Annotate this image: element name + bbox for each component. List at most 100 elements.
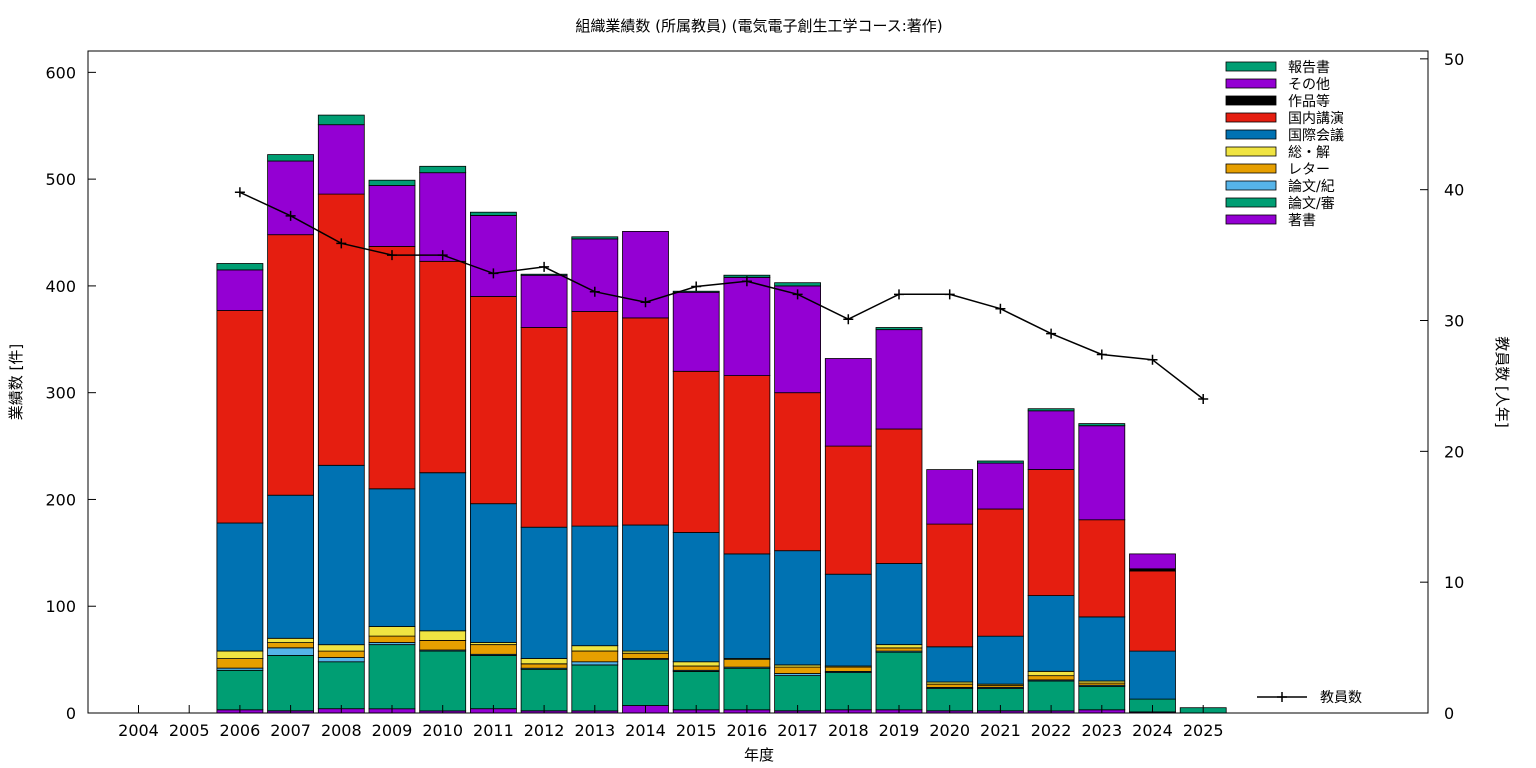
bar-segment-2012-s8 <box>520 274 568 328</box>
bar-segment-2018-s6 <box>824 445 872 575</box>
line-point-2019 <box>894 289 904 300</box>
bar-segment-2011-s1 <box>469 654 517 710</box>
x-axis: 2004 2005 2006 2007 2008 2009 2010 2011 2012 2013… <box>118 705 1224 740</box>
line-point-2023 <box>1096 349 1107 360</box>
line-point-2012 <box>539 261 550 272</box>
x-tick-label: 2005 <box>169 721 210 740</box>
bar-segment-2015-s8 <box>672 291 720 372</box>
bar-segment-2017-s4 <box>774 664 821 668</box>
line-point-2007 <box>285 210 296 221</box>
bar-segment-2021-s8 <box>977 462 1024 510</box>
bar-segment-2022-s8 <box>1027 410 1075 470</box>
bar-segment-2023-s5 <box>1078 616 1126 682</box>
bar-segment-2009-s9 <box>368 179 416 186</box>
bar-segment-2010-s9 <box>419 165 467 174</box>
bar-segment-2008-s3 <box>317 650 365 658</box>
line-point-2013 <box>589 286 600 297</box>
y2-tick-label: 40 <box>1444 181 1464 200</box>
bar-segment-2024-s8 <box>1129 553 1176 570</box>
bar-segment-2006-s5 <box>216 522 264 652</box>
bar-segment-2013-s9 <box>571 236 619 240</box>
legend-label: 報告書 <box>1288 60 1330 76</box>
bar-segment-2019-s5 <box>875 563 923 645</box>
legend-label: その他 <box>1288 77 1330 93</box>
legend-swatch <box>1225 129 1277 140</box>
bar-segment-2019-s1 <box>875 651 923 711</box>
bar-segment-2023-s8 <box>1078 425 1126 521</box>
bar-segment-2010-s5 <box>419 472 467 632</box>
y-tick-label: 200 <box>45 490 76 509</box>
bar-segment-2008-s5 <box>317 464 365 646</box>
x-tick-label: 2014 <box>625 721 666 740</box>
bar-segment-2010-s6 <box>419 260 467 474</box>
bar-segment-2009-s4 <box>368 626 416 637</box>
legend-swatch <box>1225 61 1277 72</box>
bar-segment-2016-s3 <box>723 659 771 668</box>
bar-segment-2012-s9 <box>520 273 568 276</box>
x-tick-label: 2022 <box>1031 721 1072 740</box>
bar-segment-2015-s3 <box>672 665 720 671</box>
legend-swatch <box>1225 180 1277 191</box>
y-tick-label: 100 <box>45 597 76 616</box>
bar-segment-2006-s1 <box>216 669 264 711</box>
y2-axis: 0 10 20 30 40 50 <box>1420 50 1464 723</box>
bar-segment-2006-s4 <box>216 650 264 659</box>
bar-segment-2006-s6 <box>216 310 264 524</box>
line-point-2014 <box>640 297 651 308</box>
line-point-2010 <box>437 250 448 261</box>
bar-segment-2012-s6 <box>520 327 568 528</box>
x-tick-label: 2024 <box>1132 721 1173 740</box>
bar-segment-2013-s5 <box>571 525 619 647</box>
x-tick-label: 2010 <box>422 721 463 740</box>
bar-segment-2008-s1 <box>317 661 365 710</box>
bar-segment-2011-s3 <box>469 644 517 655</box>
bar-segment-2022-s6 <box>1027 469 1075 597</box>
line-point-2009 <box>387 250 397 261</box>
plot-frame <box>87 50 1429 714</box>
bar-segment-2007-s3 <box>267 642 315 649</box>
bar-segment-2012-s4 <box>520 658 568 665</box>
x-tick-label: 2011 <box>473 721 514 740</box>
bar-segment-2022-s9 <box>1027 408 1075 412</box>
bar-segment-2020-s6 <box>926 523 974 648</box>
bar-segment-2015-s5 <box>672 532 720 663</box>
bar-segment-2018-s3 <box>824 666 872 672</box>
legend-label: 著書 <box>1288 213 1316 229</box>
bar-segment-2023-s6 <box>1078 519 1126 618</box>
legend-label: 論文/紀 <box>1288 179 1335 195</box>
line-point-2024 <box>1147 354 1158 365</box>
bar-segment-2008-s2 <box>317 657 365 663</box>
line-point-2016 <box>741 276 752 287</box>
bar-segment-2016-s6 <box>723 375 771 555</box>
bar-segment-2007-s1 <box>267 654 315 712</box>
y2-tick-label: 50 <box>1444 50 1464 69</box>
bar-segment-2021-s6 <box>977 508 1024 637</box>
bar-segment-2015-s6 <box>672 370 720 533</box>
bar-segment-2006-s9 <box>216 263 264 271</box>
bar-segment-2010-s3 <box>419 640 467 651</box>
y2-axis-label: 教員数 [人年] <box>1493 336 1511 427</box>
bar-segment-2010-s1 <box>419 650 467 712</box>
bar-segment-2008-s8 <box>317 124 365 195</box>
x-tick-label: 2013 <box>574 721 615 740</box>
x-tick-label: 2006 <box>220 721 261 740</box>
legend-swatch <box>1225 78 1277 89</box>
bar-segment-2014-s1 <box>622 659 669 706</box>
bar-segment-2024-s7 <box>1129 568 1176 572</box>
bar-segment-2022-s5 <box>1027 595 1075 672</box>
bar-segment-2006-s3 <box>216 658 264 669</box>
bar-segment-2013-s6 <box>571 311 619 527</box>
bar-segment-2007-s4 <box>267 637 315 643</box>
x-tick-label: 2004 <box>118 721 159 740</box>
bar-segment-2007-s8 <box>267 160 315 236</box>
legend-label: 国際会議 <box>1288 127 1344 144</box>
bar-segment-2021-s5 <box>977 635 1024 685</box>
bar-segment-2020-s8 <box>926 469 974 525</box>
legend-line-marker <box>1277 692 1287 702</box>
bar-segment-2013-s3 <box>571 650 619 663</box>
bar-segment-2019-s3 <box>875 647 923 652</box>
y-tick-label: 600 <box>45 63 76 82</box>
bar-segment-2024-s5 <box>1129 650 1176 700</box>
x-tick-label: 2025 <box>1183 721 1224 740</box>
line-point-2018 <box>843 314 854 325</box>
